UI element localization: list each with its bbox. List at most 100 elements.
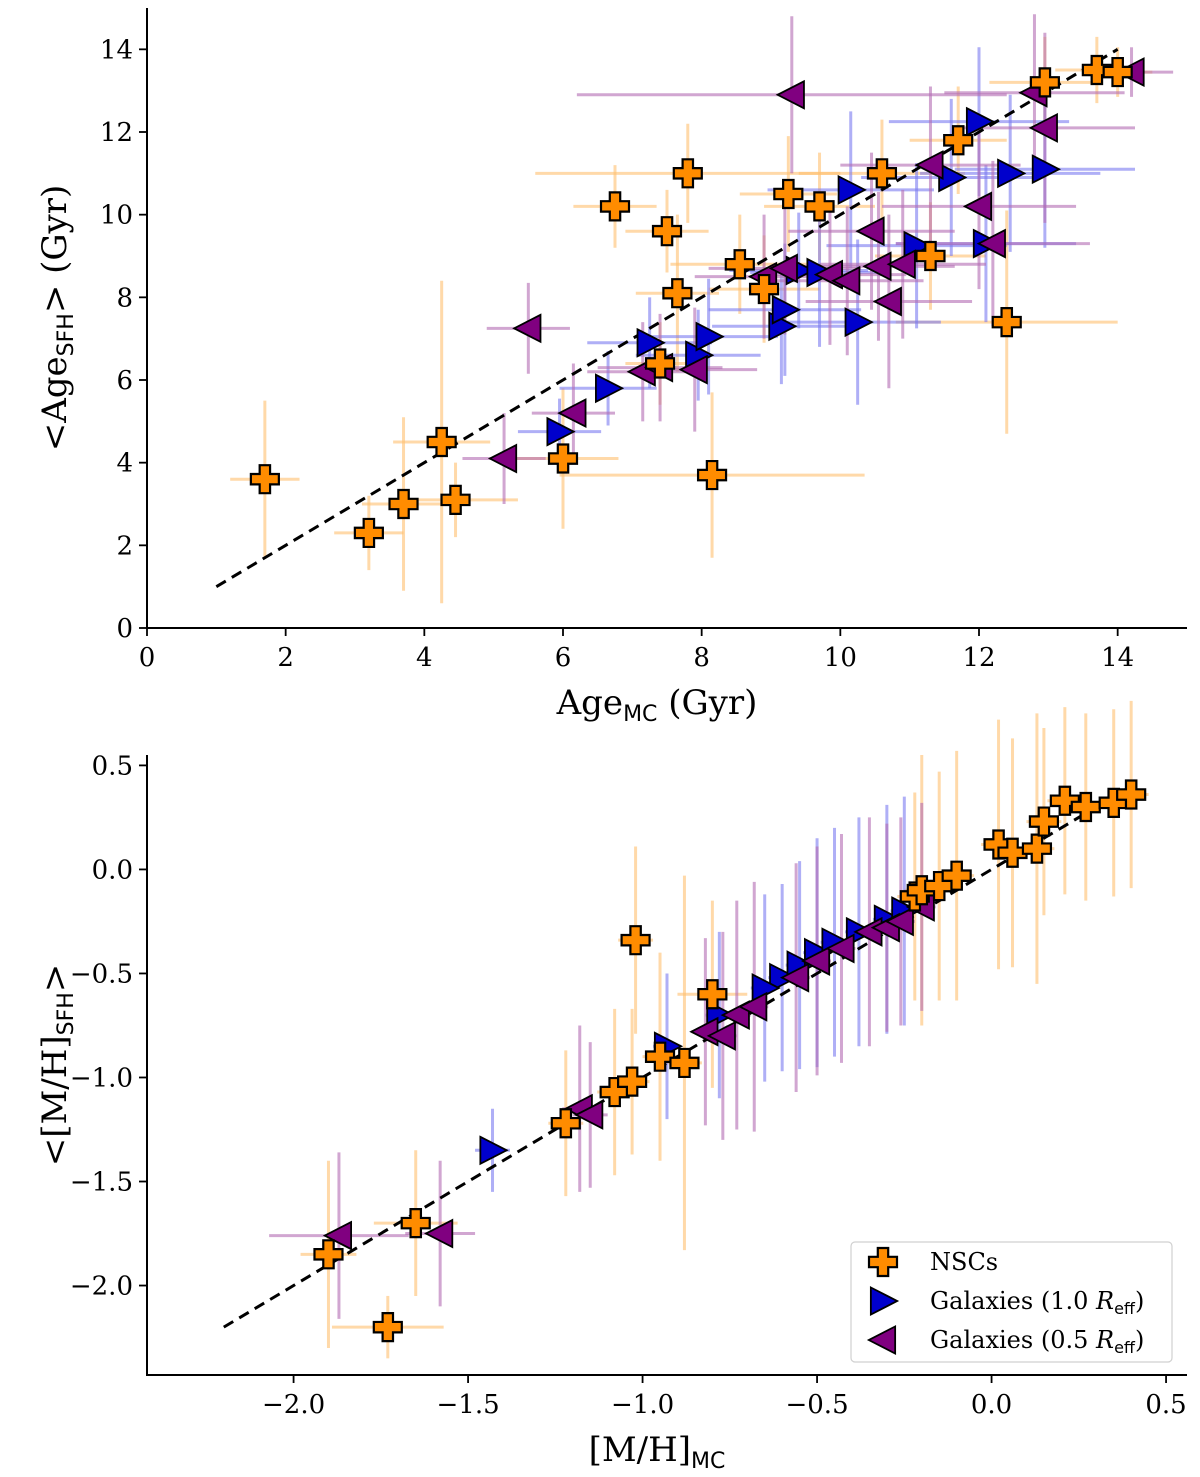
point-2-15 [962,191,993,222]
point-2-13 [884,906,914,937]
point-0-13 [748,273,780,305]
point-0-18 [943,125,974,156]
point-0-5 [547,443,579,474]
point-2-1 [512,313,542,344]
series-0 [313,779,1147,1343]
point-2-3 [574,1099,604,1130]
point-0-3 [550,1108,581,1139]
point-2-19 [775,79,805,110]
y-tick-label-4: 0.0 [92,855,133,885]
point-0-16 [1021,833,1053,864]
y-tick-label-0: 0 [116,614,133,644]
legend-frame [850,1241,1173,1363]
point-1-15 [997,158,1027,189]
point-1-13 [965,106,996,137]
series-0 [249,54,1133,549]
point-2-13 [886,249,916,280]
point-0-2 [400,1208,431,1239]
point-0-13 [941,860,972,891]
point-0-3 [426,426,457,458]
point-0-20 [1029,67,1060,98]
point-0-21 [1116,779,1147,810]
y-tick-label-3: −0.5 [70,959,133,989]
point-2-10 [855,216,885,247]
point-0-7 [644,348,676,379]
point-2-8 [779,962,810,993]
legend-symbol-0 [867,1246,899,1278]
y-axis-label: <[M/H]SFH> [35,964,79,1167]
point-0-1 [372,1312,403,1343]
legend-marker-gal10 [869,1286,900,1316]
point-0-12 [724,249,755,280]
point-0-4 [440,484,471,515]
point-0-16 [866,158,898,189]
legend-label-gal05: Galaxies (0.5 Reff) [930,1326,1144,1357]
y-tick-label-4: 8 [116,283,133,313]
point-2-0 [487,443,518,474]
point-2-14 [914,150,944,181]
y-tick-label-6: 12 [100,118,133,148]
point-0-17 [915,240,946,272]
point-0-14 [773,178,804,210]
point-0-0 [313,1239,344,1270]
point-0-11 [696,459,728,491]
x-tick-label-4: 0.0 [971,1390,1012,1420]
point-0-18 [1049,785,1080,816]
x-tick-label-2: −1.0 [611,1390,674,1420]
point-0-21 [1081,54,1112,86]
point-1-10 [844,307,874,338]
point-1-16 [1031,154,1062,185]
point-2-5 [678,354,708,385]
point-2-7 [738,991,768,1022]
point-2-2 [557,398,587,429]
legend-marker-nsc [867,1246,899,1278]
point-1-2 [636,327,666,358]
x-tick-label-4: 8 [693,643,710,673]
x-tick-label-5: 10 [824,643,857,673]
point-2-9 [831,265,861,296]
errorbars-1 [517,47,1135,465]
age-panel: 0 2 4 6 8 10 12 14 0 2 4 6 8 10 12 14 AgeMC (Gyr) <AgeSFH… [35,8,1187,727]
point-0-19 [1070,791,1101,823]
y-tick-label-7: 14 [100,35,133,65]
x-tick-label-3: −0.5 [785,1390,848,1420]
y-tick-label-0: −2.0 [70,1272,133,1302]
point-0-15 [804,191,835,222]
point-1-0 [546,416,576,447]
x-tick-label-2: 4 [416,643,433,673]
point-2-7 [768,253,798,284]
y-tick-label-2: 4 [116,449,133,479]
point-1-6 [771,294,802,325]
legend-symbol-1 [869,1286,900,1316]
point-0-9 [662,278,693,309]
y-tick-label-1: −1.5 [70,1168,133,1198]
point-1-9 [837,174,867,205]
point-0-9 [697,979,728,1010]
x-tick-label-7: 14 [1101,643,1134,673]
y-tick-label-5: 0.5 [92,751,133,781]
point-1-1 [595,373,625,404]
point-0-6 [599,191,631,222]
point-2-16 [976,228,1006,259]
point-0-22 [1102,56,1133,88]
point-2-10 [825,933,855,964]
y-tick-label-3: 6 [116,366,133,396]
point-0-5 [617,1066,648,1097]
point-0-17 [1028,806,1060,837]
y-tick-label-2: −1.0 [70,1063,133,1093]
point-2-1 [424,1218,454,1249]
legend-label-nsc: NSCs [930,1248,998,1276]
point-2-9 [800,946,831,976]
point-1-4 [695,321,725,352]
point-0-6 [620,925,651,956]
point-2-12 [872,286,902,317]
point-0-10 [672,158,703,189]
point-0-1 [353,517,384,549]
legend-label-gal10: Galaxies (1.0 Reff) [930,1287,1144,1318]
x-axis-label: AgeMC (Gyr) [556,683,758,727]
point-0-15 [997,837,1028,868]
point-0-7 [644,1041,676,1072]
point-2-17 [1028,112,1058,143]
point-1-0 [479,1135,509,1166]
